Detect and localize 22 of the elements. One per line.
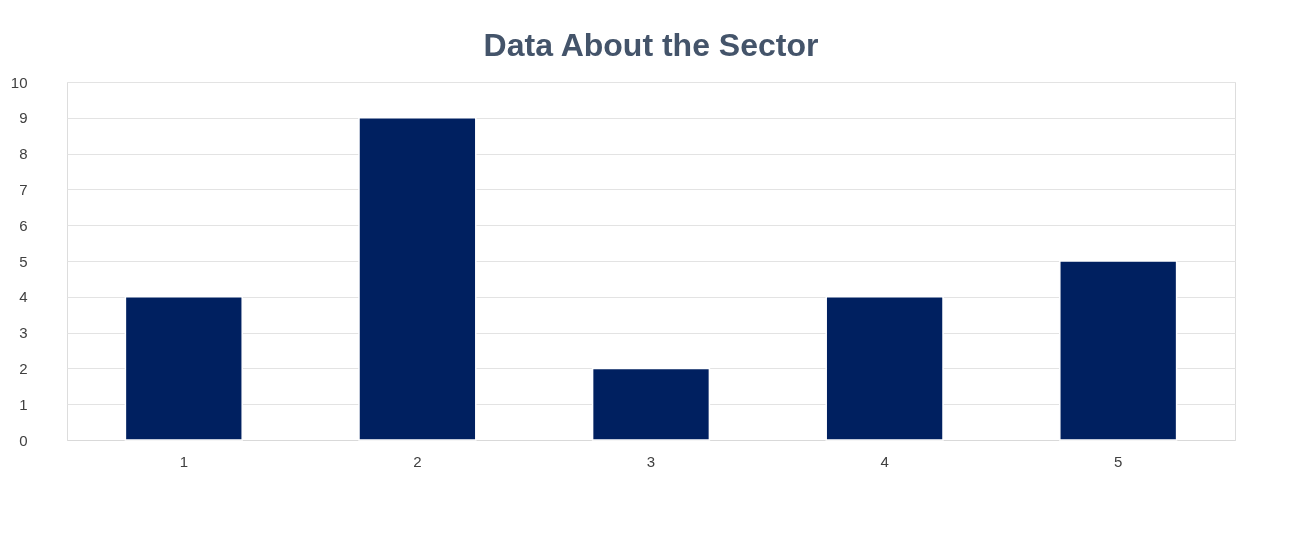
y-tick-label: 10 xyxy=(10,73,28,91)
chart-title: Data About the Sector xyxy=(483,27,819,63)
y-tick-label: 8 xyxy=(19,145,28,163)
bar xyxy=(358,117,477,441)
x-tick-label: 4 xyxy=(880,452,889,470)
bar xyxy=(1059,260,1178,441)
y-tick-label: 4 xyxy=(19,288,28,306)
y-tick-label: 9 xyxy=(19,109,28,127)
x-tick-label: 2 xyxy=(413,452,422,470)
y-tick-label: 0 xyxy=(19,431,28,449)
bar xyxy=(825,296,944,441)
y-tick-label: 1 xyxy=(19,395,28,413)
x-tick-label: 5 xyxy=(1114,452,1123,470)
bar xyxy=(591,367,711,441)
y-tick-label: 7 xyxy=(19,180,28,198)
y-tick-label: 6 xyxy=(19,216,28,234)
x-tick-label: 1 xyxy=(179,452,188,470)
y-tick-label: 3 xyxy=(19,324,28,342)
y-tick-label: 5 xyxy=(19,252,28,270)
x-tick-label: 3 xyxy=(646,452,656,470)
y-tick-label: 2 xyxy=(19,359,28,377)
bar xyxy=(124,296,243,441)
